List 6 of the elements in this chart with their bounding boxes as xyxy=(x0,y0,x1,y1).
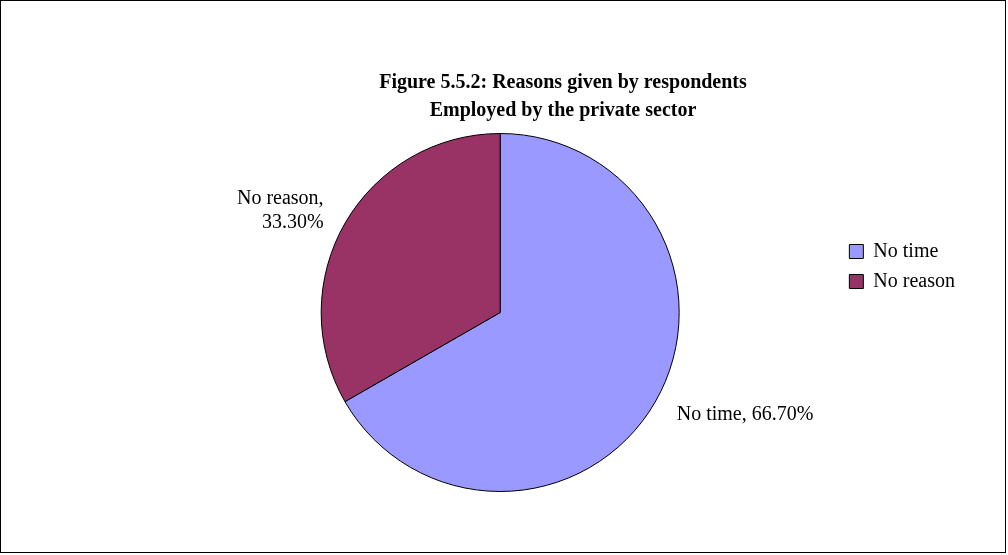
data-label: No reason, 33.30% xyxy=(236,185,324,232)
data-label: No time, 66.70% xyxy=(676,401,814,424)
chart-subtitle: Employed by the private sector xyxy=(429,98,697,122)
legend-label: No time xyxy=(873,238,939,261)
legend-label: No reason xyxy=(873,268,955,291)
chart-title: Figure 5.5.2: Reasons given by respondents xyxy=(379,70,748,94)
